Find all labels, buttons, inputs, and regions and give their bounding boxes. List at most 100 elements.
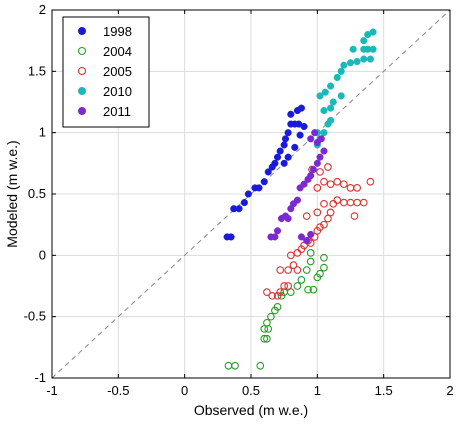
data-point (296, 131, 304, 139)
x-tick-label: 1 (314, 383, 321, 398)
data-point (320, 220, 328, 229)
data-point (297, 276, 306, 284)
data-point (320, 253, 328, 262)
x-tick-label: 0.5 (242, 383, 260, 398)
data-point (287, 110, 295, 118)
data-point (333, 196, 342, 204)
data-point (320, 199, 328, 208)
data-point (350, 212, 359, 220)
data-point (297, 233, 305, 241)
data-point (300, 122, 308, 131)
data-point (280, 282, 289, 290)
data-point (293, 266, 302, 274)
data-point (316, 269, 324, 278)
data-point (346, 59, 355, 67)
data-point (303, 237, 311, 245)
data-point (337, 67, 345, 75)
data-point (255, 184, 263, 192)
y-tick-label: 1.5 (28, 63, 46, 78)
data-point (320, 107, 328, 115)
data-point (317, 135, 325, 143)
data-point (369, 28, 377, 36)
data-point (324, 214, 332, 223)
data-point (316, 153, 324, 161)
series-2010 (313, 28, 377, 149)
series-1998 (223, 104, 308, 241)
series-2004 (224, 249, 328, 370)
data-point (316, 92, 324, 100)
y-tick-label: -1 (34, 370, 46, 385)
data-point (284, 129, 292, 137)
data-point (324, 163, 332, 171)
y-tick-label: -0.5 (24, 309, 46, 324)
data-point (300, 180, 308, 188)
data-point (327, 104, 335, 112)
data-point (227, 233, 235, 241)
data-point (263, 334, 271, 343)
data-point (293, 196, 301, 204)
y-tick-label: 0 (39, 247, 46, 262)
data-point (256, 361, 265, 370)
data-point (276, 147, 284, 155)
axis-ticks: -1 -0.5 0 0.5 1 1.5 2 -1 -0.5 0 0.5 1 1.5 2 (24, 2, 454, 398)
y-axis-title: Modeled (m w.e.) (4, 140, 20, 247)
data-point (307, 172, 315, 180)
x-tick-label: 2 (446, 383, 453, 398)
data-point (286, 288, 295, 296)
data-point (281, 135, 290, 143)
data-point (326, 208, 335, 217)
data-point (359, 198, 368, 207)
legend-marker (78, 27, 86, 35)
data-point (263, 318, 271, 327)
data-point (360, 37, 368, 45)
data-point (306, 257, 315, 266)
data-point (360, 55, 368, 63)
series-2005 (263, 163, 375, 300)
data-point (271, 159, 279, 167)
data-point (309, 285, 318, 294)
data-point (273, 227, 282, 235)
data-point (327, 82, 335, 90)
data-point (263, 288, 271, 296)
data-point (264, 168, 272, 176)
data-point (313, 159, 321, 167)
y-tick-label: 2 (39, 2, 46, 17)
data-point (369, 45, 377, 53)
data-point (309, 165, 317, 174)
data-point (297, 245, 306, 254)
data-point (320, 263, 328, 272)
data-point (293, 282, 302, 290)
data-point (316, 223, 324, 231)
data-point (353, 57, 361, 66)
data-point (327, 116, 335, 124)
data-point (316, 168, 324, 176)
data-point (244, 190, 252, 198)
data-point (306, 249, 315, 257)
data-point (284, 282, 292, 290)
data-point (366, 55, 374, 63)
data-point (284, 266, 292, 274)
x-tick-label: 1.5 (375, 383, 393, 398)
data-point (260, 178, 268, 186)
data-point (267, 312, 275, 321)
data-point (311, 129, 319, 137)
data-point (307, 230, 315, 239)
data-point (284, 153, 292, 161)
data-point (313, 208, 322, 217)
x-tick-label: -1 (46, 383, 58, 398)
legend-label: 2004 (103, 44, 132, 59)
data-point (302, 266, 311, 274)
data-point (320, 129, 328, 137)
data-point (366, 177, 375, 186)
data-point (260, 325, 269, 333)
legend-marker (77, 46, 87, 56)
y-tick-label: 0.5 (28, 186, 46, 201)
data-point (340, 61, 348, 69)
data-point (291, 143, 299, 151)
data-point (280, 141, 288, 149)
legend: 1998 2004 2005 2010 2011 (62, 16, 150, 128)
data-point (353, 184, 361, 192)
data-point (320, 177, 328, 186)
data-point (271, 233, 279, 241)
